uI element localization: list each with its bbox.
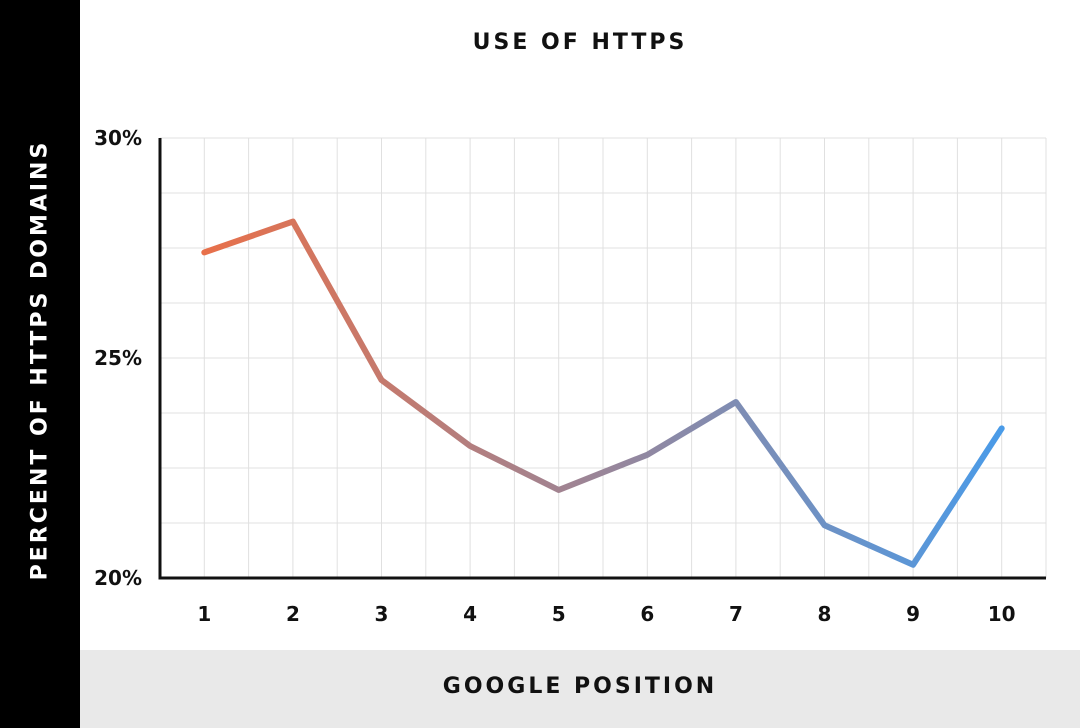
y-tick-label: 20%	[94, 566, 142, 590]
x-tick-label: 3	[375, 602, 389, 626]
x-tick-label: 5	[552, 602, 566, 626]
x-tick-label: 6	[640, 602, 654, 626]
xlabel-band: GOOGLE POSITION	[80, 650, 1080, 728]
axes	[158, 138, 1046, 580]
series-line	[201, 218, 1005, 568]
y-tick-labels: 20% 25% 30%	[94, 126, 142, 590]
x-tick-label: 9	[906, 602, 920, 626]
x-tick-label: 7	[729, 602, 743, 626]
ylabel-band: PERCENT OF HTTPS DOMAINS	[0, 0, 80, 728]
x-tick-label: 2	[286, 602, 300, 626]
y-tick-label: 30%	[94, 126, 142, 150]
gridlines	[160, 137, 1047, 578]
x-tick-label: 4	[463, 602, 477, 626]
chart-title: USE OF HTTPS	[472, 30, 688, 55]
y-tick-label: 25%	[94, 346, 142, 370]
x-tick-labels: 1 2 3 4 5 6 7 8 9 10	[197, 602, 1015, 626]
x-tick-label: 10	[988, 602, 1016, 626]
x-tick-label: 8	[818, 602, 832, 626]
x-tick-label: 1	[197, 602, 211, 626]
x-axis-label: GOOGLE POSITION	[442, 674, 718, 699]
series	[201, 218, 1005, 568]
